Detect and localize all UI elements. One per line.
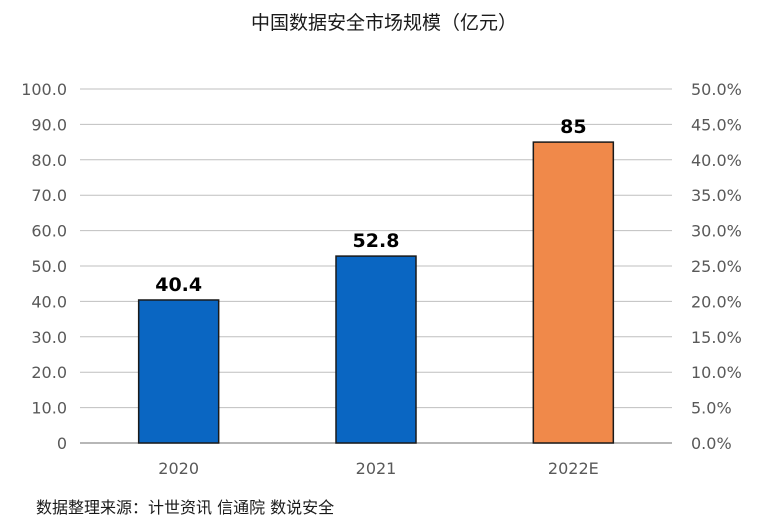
y-tick-label-right: 30.0%	[691, 222, 742, 241]
x-tick-label: 2022E	[548, 459, 599, 478]
bar-2022E	[532, 141, 615, 444]
y-tick-label-left: 90.0	[31, 115, 67, 134]
x-axis: 2020 2021 2022E	[158, 459, 598, 478]
y-tick-label-left: 30.0	[31, 328, 67, 347]
y-tick-label-right: 5.0%	[691, 399, 732, 418]
y-tick-label-right: 25.0%	[691, 257, 742, 276]
y-tick-label-right: 35.0%	[691, 186, 742, 205]
y-tick-label-left: 60.0	[31, 222, 67, 241]
bars	[137, 141, 615, 444]
data-label-2020: 40.4	[155, 274, 202, 296]
y-tick-label-left: 40.0	[31, 292, 67, 311]
x-tick-label: 2021	[356, 459, 397, 478]
y-tick-label-right: 45.0%	[691, 115, 742, 134]
y-tick-label-right: 0.0%	[691, 434, 732, 453]
data-label-2021: 52.8	[353, 230, 400, 252]
y-tick-label-left: 100.0	[21, 80, 67, 99]
y-tick-label-right: 40.0%	[691, 151, 742, 170]
y-tick-label-left: 0	[57, 434, 67, 453]
y-tick-label-left: 10.0	[31, 399, 67, 418]
y-tick-label-right: 50.0%	[691, 80, 742, 99]
y-tick-label-right: 10.0%	[691, 363, 742, 382]
chart-title: 中国数据安全市场规模（亿元）	[251, 12, 517, 34]
x-tick-label: 2020	[158, 459, 199, 478]
y-tick-label-right: 20.0%	[691, 292, 742, 311]
bar-2021	[335, 255, 417, 444]
y-tick-label-left: 20.0	[31, 363, 67, 382]
bar-2020	[137, 299, 220, 444]
data-labels: 40.4 52.8 85	[155, 116, 586, 296]
source-note: 数据整理来源：计世资讯 信通院 数说安全	[36, 498, 334, 517]
y-tick-label-right: 15.0%	[691, 328, 742, 347]
y-tick-label-left: 70.0	[31, 186, 67, 205]
y-tick-label-left: 80.0	[31, 151, 67, 170]
y-axis-right: 0.0% 5.0% 10.0% 15.0% 20.0% 25.0% 30.0% 35.0% 40…	[691, 80, 742, 453]
y-tick-label-left: 50.0	[31, 257, 67, 276]
data-label-2022E: 85	[560, 116, 586, 138]
y-axis-left: 0 10.0 20.0 30.0 40.0 50.0 60.0 70.0 80.0 90.0 100…	[21, 80, 67, 453]
